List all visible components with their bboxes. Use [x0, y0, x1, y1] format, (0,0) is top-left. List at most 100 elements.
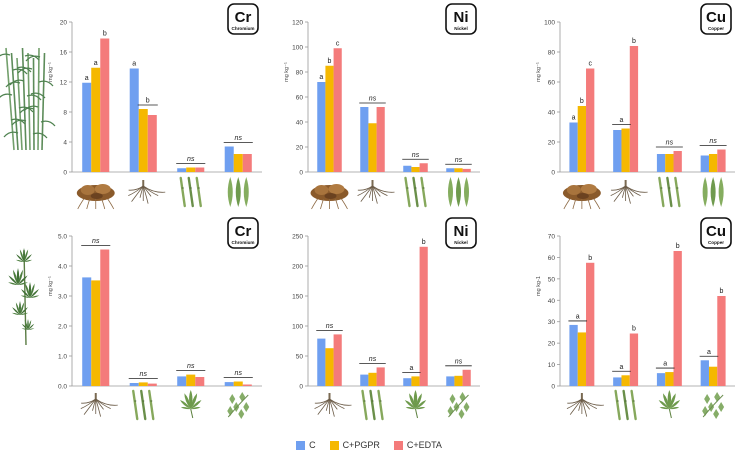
significance-label: a [663, 361, 667, 368]
inflorescence-icon [702, 392, 725, 419]
significance-letter: a [94, 60, 98, 67]
bar-edta [242, 154, 252, 172]
hemp-plant-icon [8, 248, 40, 346]
y-tick-label: 20 [296, 145, 304, 152]
legend-swatch-edta [393, 440, 403, 450]
significance-label: ns [92, 238, 100, 245]
root-icon [566, 393, 604, 417]
bar-edta [717, 296, 726, 386]
bar-edta [673, 151, 682, 172]
significance-label: ns [369, 96, 377, 103]
bar-c [700, 155, 709, 172]
element-badge-frame [700, 217, 732, 249]
bar-edta [419, 163, 428, 172]
y-tick-label: 20 [548, 341, 556, 348]
significance-label: ns [187, 156, 195, 163]
root-icon [128, 180, 166, 204]
bar-pgpr [138, 382, 148, 386]
bar-edta [462, 168, 471, 172]
category-root: ab [128, 61, 166, 204]
category-leaf: ba [655, 243, 682, 419]
y-tick-label: 20 [548, 140, 556, 147]
bar-c [446, 168, 455, 172]
y-tick-label: 60 [548, 80, 556, 87]
bar-c [446, 376, 455, 386]
y-tick-label: 0.0 [58, 384, 67, 391]
bar-pgpr [708, 366, 718, 386]
bar-c [129, 68, 139, 172]
bar-c [613, 130, 622, 172]
leaf-icon [448, 177, 469, 207]
significance-label: ns [187, 363, 195, 370]
bar-c [613, 377, 622, 386]
bar-edta [333, 48, 342, 172]
bar-pgpr [665, 372, 674, 386]
bar-edta [100, 38, 110, 172]
y-tick-label: 3.0 [58, 294, 67, 301]
stem-icon [658, 176, 681, 208]
bar-pgpr [454, 168, 463, 172]
bar-c [82, 277, 92, 386]
element-badge-frame [700, 3, 732, 35]
category-inflorescence: ba [699, 288, 726, 419]
bar-c [656, 373, 666, 386]
bar-pgpr [368, 123, 377, 172]
y-tick-label: 40 [548, 110, 556, 117]
significance-letter: a [319, 74, 323, 81]
bar-edta [673, 251, 682, 386]
category-root: ns [314, 323, 352, 417]
legend-item-edta: C+EDTA [393, 440, 442, 450]
y-axis-label: mg kg⁻¹ [48, 276, 54, 296]
category-leaf: ba [402, 239, 428, 419]
bar-edta [376, 367, 385, 386]
bar-edta [333, 334, 342, 386]
legend-item-pgpr: C+PGPR [329, 440, 380, 450]
significance-label: ns [235, 370, 243, 377]
significance-label: a [409, 365, 413, 372]
sugarcane-plant-icon [0, 47, 56, 151]
significance-label: ns [455, 157, 463, 164]
element-name: Chromium [232, 240, 255, 245]
y-tick-label: 150 [292, 294, 303, 301]
y-tick-label: 20 [60, 20, 68, 27]
y-tick-label: 200 [292, 264, 303, 271]
bar-edta [629, 333, 639, 386]
legend: C C+PGPR C+EDTA [0, 438, 738, 452]
significance-letter: b [632, 326, 636, 333]
bar-edta [242, 384, 252, 386]
bar-c [82, 82, 92, 172]
bar-c [700, 360, 709, 386]
bar-c [360, 374, 369, 386]
bar-edta [100, 249, 110, 386]
significance-letter: b [719, 288, 723, 295]
category-leaf: ns [699, 138, 727, 207]
y-tick-label: 100 [544, 20, 555, 27]
stem-icon [361, 389, 384, 421]
bar-c [129, 383, 139, 386]
category-stem: ns [128, 371, 158, 421]
legend-label-c: C [309, 440, 316, 450]
bar-pgpr [411, 376, 420, 386]
significance-letter: a [572, 115, 576, 122]
y-axis-label: mg kg⁻¹ [536, 62, 542, 82]
stem-icon [179, 176, 202, 208]
y-tick-label: 0 [299, 170, 303, 177]
significance-label: a [707, 349, 711, 356]
root-icon [357, 180, 395, 204]
element-symbol: Cu [706, 223, 726, 240]
y-tick-label: 12 [60, 80, 68, 87]
category-root: ns [357, 96, 395, 204]
y-tick-label: 0 [63, 170, 67, 177]
significance-letter: b [632, 38, 636, 45]
root-icon [314, 393, 352, 417]
leaf-icon [702, 177, 724, 207]
bar-c [177, 376, 187, 386]
category-stem: ns [655, 140, 683, 208]
element-badge-frame [445, 217, 477, 249]
significance-label: ns [412, 152, 420, 159]
y-tick-label: 5.0 [58, 234, 67, 241]
